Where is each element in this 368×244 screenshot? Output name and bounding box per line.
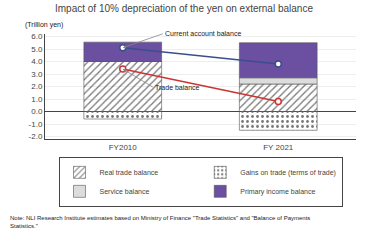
svg-text:Trade balance: Trade balance	[155, 84, 200, 91]
svg-text:2.0: 2.0	[31, 82, 43, 91]
svg-text:Primary income balance: Primary income balance	[240, 188, 315, 196]
svg-text:Gains on trade (terms of trade: Gains on trade (terms of trade)	[240, 169, 336, 177]
svg-text:5.0: 5.0	[31, 45, 43, 54]
svg-text:Impact of 10% depreciation of: Impact of 10% depreciation of the yen on…	[55, 3, 313, 14]
svg-text:FY2010: FY2010	[109, 143, 138, 152]
svg-text:4.0: 4.0	[31, 57, 43, 66]
svg-text:-1.0: -1.0	[29, 120, 43, 129]
svg-text:3.0: 3.0	[31, 70, 43, 79]
svg-text:6.0: 6.0	[31, 32, 43, 41]
svg-text:1.0: 1.0	[31, 95, 43, 104]
svg-text:Real trade balance: Real trade balance	[100, 169, 159, 176]
svg-text:Current account balance: Current account balance	[165, 30, 241, 37]
svg-text:-2.0: -2.0	[29, 132, 43, 141]
svg-text:Service balance: Service balance	[100, 188, 150, 195]
svg-text:(Trillion yen): (Trillion yen)	[25, 21, 63, 29]
svg-text:FY 2021: FY 2021	[263, 143, 294, 152]
svg-text:0.0: 0.0	[31, 107, 43, 116]
svg-text:Note: NLI Research Institute e: Note: NLI Research Institute estimates b…	[10, 215, 310, 229]
